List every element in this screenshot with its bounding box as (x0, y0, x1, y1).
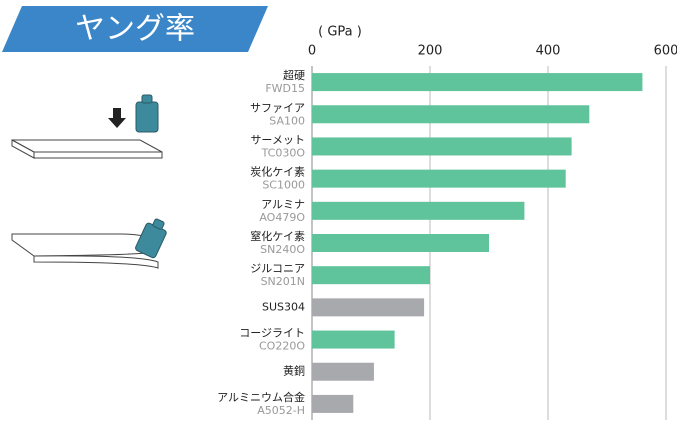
bar (312, 266, 430, 285)
x-tick-label: 600 (654, 44, 677, 59)
category-code: CO220O (259, 340, 305, 353)
illustration (11, 94, 167, 269)
title-banner (2, 6, 268, 52)
category-code: SN240O (260, 243, 305, 256)
bar (312, 298, 425, 317)
bar (312, 137, 572, 156)
bar (312, 362, 374, 381)
category-code: TC030O (261, 146, 306, 159)
bar (312, 201, 525, 220)
chart-title: ヤング率 (75, 12, 195, 47)
axis-label: ( GPa ) (318, 25, 362, 40)
bar (312, 105, 590, 124)
y-tick-label: 炭化ケイ素 (250, 165, 305, 179)
category-code: SA100 (269, 114, 305, 127)
bar (312, 73, 643, 92)
y-tick-label: 黄銅 (283, 364, 305, 378)
category-code: SC1000 (262, 179, 305, 192)
y-tick-label: アルミナ (261, 198, 305, 211)
category-code: A5052-H (257, 404, 305, 417)
x-tick-label: 200 (418, 44, 443, 59)
x-tick-label: 400 (536, 44, 561, 59)
y-tick-label: 窒化ケイ素 (250, 229, 305, 243)
y-tick-label: コージライト (239, 327, 305, 340)
category-code: AO479O (259, 211, 305, 224)
bar (312, 394, 354, 413)
y-tick-label: ジルコニア (250, 262, 305, 275)
y-tick-label: アルミニウム合金 (217, 390, 305, 404)
y-tick-label: サファイア (250, 101, 305, 114)
y-tick-label: サーメット (250, 133, 305, 146)
bar (312, 169, 566, 188)
category-code: SN201N (261, 275, 305, 288)
bar (312, 234, 489, 252)
category-code: FWD15 (265, 82, 305, 95)
y-tick-label: 超硬 (283, 68, 305, 82)
bar (312, 330, 395, 349)
y-tick-label: SUS304 (262, 300, 305, 313)
x-tick-label: 0 (308, 44, 316, 59)
